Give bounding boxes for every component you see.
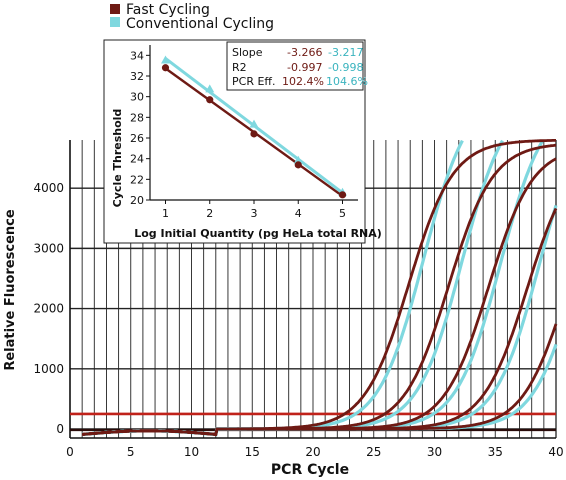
x-tick-label: 15: [245, 445, 260, 459]
stats-label-r2: R2: [232, 61, 247, 74]
conventional-point: [160, 55, 170, 64]
inset-stats-box: Slope R2 PCR Eff. -3.266 -0.997 102.4% -…: [226, 41, 368, 91]
inset-y-tick-label: 20: [130, 194, 144, 207]
fast-point: [206, 96, 214, 104]
inset-x-tick-label: 4: [295, 207, 302, 220]
legend-label-fast: Fast Cycling: [126, 2, 210, 18]
inset-y-tick-label: 32: [130, 70, 144, 83]
inset-y-tick-label: 30: [130, 91, 144, 104]
inset-y-tick-label: 22: [130, 173, 144, 186]
legend-swatch-fast: [110, 4, 120, 14]
fast-point: [294, 161, 302, 169]
conventional-point: [205, 84, 215, 93]
stats-label-eff: PCR Eff.: [232, 75, 275, 88]
inset-x-axis-title: Log Initial Quantity (pg HeLa total RNA): [134, 227, 382, 240]
x-tick-label: 25: [366, 445, 381, 459]
stats-fast-r2: -0.997: [287, 61, 322, 74]
x-axis-title: PCR Cycle: [271, 462, 349, 478]
y-tick-label: 0: [56, 422, 64, 436]
x-tick-label: 40: [548, 445, 563, 459]
x-tick-label: 5: [127, 445, 135, 459]
legend-label-conventional: Conventional Cycling: [126, 16, 274, 32]
inset-x-tick-label: 1: [162, 207, 169, 220]
legend-swatch-conventional: [110, 17, 120, 27]
conventional-point: [249, 119, 259, 128]
inset-y-tick-label: 34: [130, 49, 144, 62]
stats-conv-eff: 104.6%: [326, 75, 368, 88]
x-tick-label: 0: [66, 445, 74, 459]
x-tick-label: 10: [184, 445, 199, 459]
inset-y-tick-label: 24: [130, 153, 144, 166]
y-tick-label: 4000: [33, 181, 64, 195]
y-axis-title: Relative Fluorescence: [3, 209, 18, 371]
inset-y-tick-label: 26: [130, 132, 144, 145]
fast-point: [250, 130, 258, 138]
inset-y-axis-title: Cycle Threshold: [111, 109, 124, 208]
fast-point: [338, 191, 347, 199]
stats-box-frame: [226, 41, 364, 91]
x-tick-label: 35: [488, 445, 503, 459]
stats-fast-slope: -3.266: [287, 46, 322, 59]
stats-label-slope: Slope: [232, 46, 263, 59]
amplification-curves: [82, 139, 558, 437]
x-tick-label: 30: [427, 445, 442, 459]
inset-x-tick-label: 2: [206, 207, 213, 220]
inset-y-tick-label: 28: [130, 111, 144, 124]
inset-x-tick-label: 5: [339, 207, 346, 220]
inset-x-tick-label: 3: [251, 207, 258, 220]
stats-fast-eff: 102.4%: [282, 75, 324, 88]
y-tick-label: 3000: [33, 241, 64, 255]
stats-conv-r2: -0.998: [328, 61, 363, 74]
conventional-point: [293, 155, 303, 164]
y-tick-label: 1000: [33, 362, 64, 376]
legend: Fast Cycling Conventional Cycling: [110, 2, 274, 32]
stats-conv-slope: -3.217: [328, 46, 363, 59]
y-tick-label: 2000: [33, 302, 64, 316]
x-tick-label: 20: [305, 445, 320, 459]
fast-point: [161, 64, 170, 72]
fast-curve: [82, 323, 558, 436]
main-axes: [69, 140, 557, 439]
